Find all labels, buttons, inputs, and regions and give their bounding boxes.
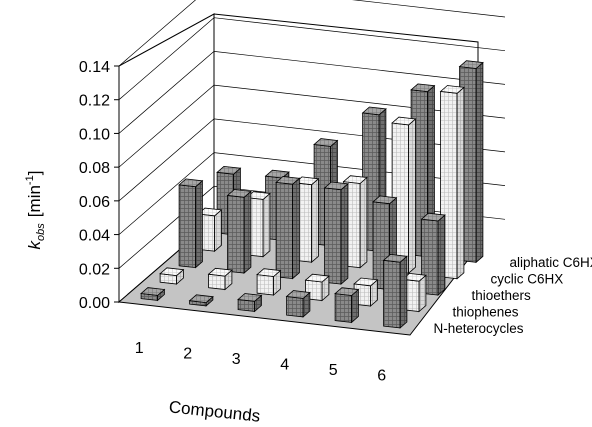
x-axis-title: Compounds <box>168 397 261 425</box>
bar-side <box>263 194 270 257</box>
bar <box>287 291 310 317</box>
y-tick-label: 0.02 <box>79 261 110 278</box>
bar <box>238 294 261 312</box>
x-tick-label: 5 <box>329 362 338 379</box>
series-label: aliphatic C6HX <box>510 255 592 270</box>
bar-front <box>384 260 401 328</box>
bar-side <box>341 184 348 284</box>
bar <box>209 268 232 289</box>
bar-side <box>409 119 416 273</box>
series-label: thioethers <box>472 288 532 303</box>
bar-front <box>209 274 226 289</box>
bar-front <box>325 188 342 284</box>
x-tick-label: 6 <box>377 367 386 384</box>
bar-front <box>287 297 304 317</box>
bar-front <box>335 294 352 323</box>
bar-side <box>476 63 483 263</box>
y-tick-label: 0.12 <box>79 93 110 110</box>
bar-side <box>400 256 407 328</box>
series-label: N-heterocycles <box>434 321 524 336</box>
y-tick-label: 0.04 <box>79 228 110 245</box>
bar <box>325 182 348 284</box>
x-tick-label: 2 <box>183 345 192 362</box>
bar <box>384 254 407 328</box>
y-tick-label: 0.14 <box>79 59 110 76</box>
bar-front <box>276 182 293 278</box>
bar-side <box>360 178 367 268</box>
x-tick-label: 4 <box>280 356 289 373</box>
x-tick-label: 3 <box>232 351 241 368</box>
x-axis: 1 2 3 4 5 6 <box>135 340 387 385</box>
x-tick-label: 1 <box>135 340 144 357</box>
bar-side <box>312 179 319 262</box>
bar <box>228 190 251 274</box>
bar-front <box>179 185 196 268</box>
bar-front <box>257 275 274 295</box>
bar <box>179 179 202 268</box>
bar-side <box>293 178 300 278</box>
y-tick-label: 0.06 <box>79 194 110 211</box>
bar <box>276 177 299 279</box>
bar <box>257 269 280 295</box>
y-tick-label: 0.10 <box>79 126 110 143</box>
bar <box>335 288 358 323</box>
bar-side <box>215 210 222 251</box>
series-label: thiophenes <box>453 304 519 319</box>
y-tick-label: 0.08 <box>79 160 110 177</box>
series-label: cyclic C6HX <box>491 272 564 287</box>
y-tick-label: 0.00 <box>79 295 110 312</box>
bar-side <box>438 215 445 295</box>
y-axis: 0.00 0.02 0.04 0.06 0.08 0.10 0.12 0.14 <box>79 59 119 312</box>
bar-front <box>228 195 245 273</box>
bar-side <box>457 87 464 278</box>
y-axis-title: kobs[min-1] <box>24 171 47 250</box>
bar-side <box>244 191 251 273</box>
bar-side <box>196 181 203 268</box>
bar <box>160 268 183 284</box>
